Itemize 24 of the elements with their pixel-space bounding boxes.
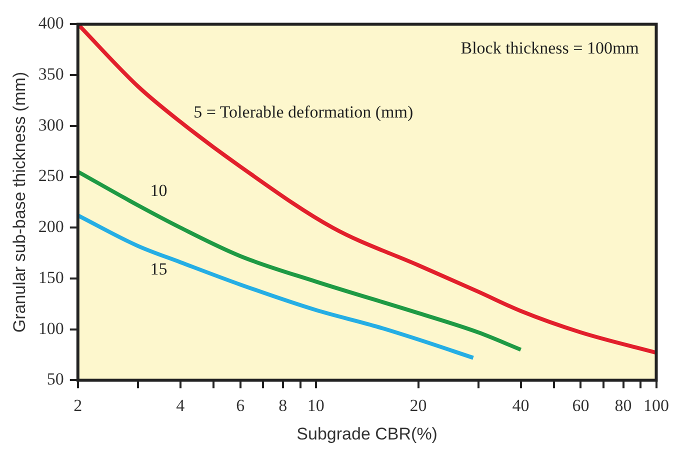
y-tick-label: 400 <box>38 14 64 33</box>
x-tick-label: 60 <box>572 396 590 415</box>
annotation: 10 <box>150 180 168 200</box>
x-tick-label: 2 <box>74 396 82 415</box>
x-tick-label: 40 <box>512 396 530 415</box>
x-tick-label: 4 <box>176 396 186 415</box>
y-tick-label: 300 <box>38 115 64 134</box>
x-tick-label: 10 <box>307 396 324 415</box>
y-tick-label: 50 <box>46 370 64 389</box>
y-tick-label: 200 <box>38 217 64 236</box>
x-tick-label: 80 <box>614 396 632 415</box>
x-tick-label: 6 <box>236 396 245 415</box>
x-tick-label: 20 <box>410 396 427 415</box>
y-tick-label: 350 <box>38 64 64 84</box>
y-tick-label: 100 <box>38 318 64 338</box>
y-tick-label: 150 <box>38 268 64 287</box>
x-axis-title: Subgrade CBR(%) <box>296 424 438 444</box>
x-tick-label: 100 <box>644 396 669 415</box>
annotation: 15 <box>150 259 168 278</box>
y-axis-title: Granular sub-base thickness (mm) <box>10 72 29 333</box>
x-tick-label: 8 <box>278 396 288 415</box>
y-tick-label: 250 <box>38 166 64 186</box>
annotation: 5 = Tolerable deformation (mm) <box>194 102 414 122</box>
annotation: Block thickness = 100mm <box>460 38 639 58</box>
